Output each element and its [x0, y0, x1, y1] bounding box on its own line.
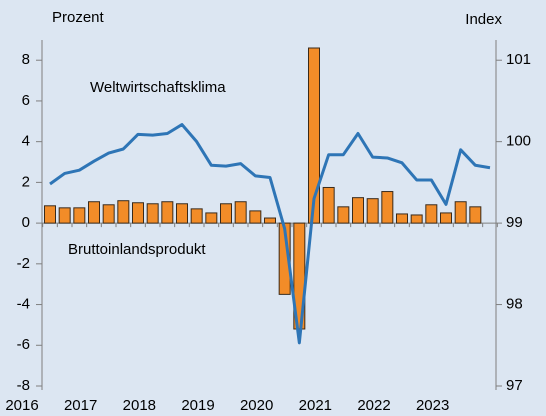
annotation: Weltwirtschaftsklima: [90, 79, 226, 96]
bar: [73, 207, 86, 224]
x-tick-label: 2023: [416, 397, 449, 414]
y-tick-label: -2: [17, 255, 30, 272]
bar: [249, 210, 262, 224]
y2-tick-label: 101: [506, 51, 531, 68]
x-tick-label: 2019: [181, 397, 214, 414]
bar: [381, 191, 394, 224]
bar: [102, 204, 115, 224]
bar: [88, 201, 100, 224]
bar: [278, 222, 291, 295]
bar: [146, 203, 159, 224]
bar: [352, 197, 364, 224]
y-tick-label: 6: [22, 92, 30, 109]
bar: [410, 214, 423, 224]
y-tick-label: -8: [17, 377, 30, 394]
annotation: Bruttoinlandsprodukt: [68, 241, 206, 258]
y2-tick-label: 98: [506, 296, 523, 313]
y-tick-label: 2: [22, 173, 30, 190]
bar: [396, 213, 408, 224]
bar: [176, 203, 188, 224]
bar: [469, 206, 482, 224]
y-tick-label: -4: [17, 296, 30, 313]
bar: [337, 206, 350, 224]
bar: [440, 212, 452, 224]
bar: [322, 186, 335, 224]
line: [49, 123, 491, 345]
y2-tick-label: 99: [506, 214, 523, 231]
y-tick-label: 0: [22, 214, 30, 231]
x-tick-label: 2020: [240, 397, 273, 414]
y2-tick-label: 100: [506, 133, 531, 150]
x-tick-label: 2018: [123, 397, 156, 414]
bar: [190, 208, 203, 224]
y-tick-label: 8: [22, 51, 30, 68]
bar: [161, 201, 174, 224]
x-tick-label: 2017: [64, 397, 97, 414]
y2-tick-label: 97: [506, 377, 523, 394]
y2-axis-label: Index: [465, 11, 502, 28]
bar: [308, 47, 320, 224]
bar: [264, 217, 276, 224]
bar: [220, 203, 232, 224]
bar: [132, 202, 144, 224]
bar: [117, 200, 130, 224]
y-axis-label: Prozent: [52, 9, 105, 26]
x-tick-label: 2016: [5, 397, 38, 414]
bar: [366, 198, 379, 224]
bar: [44, 205, 56, 224]
bar: [454, 201, 467, 224]
x-tick-label: 2021: [299, 397, 332, 414]
bar: [205, 212, 218, 224]
y-tick-label: 4: [22, 133, 30, 150]
y-tick-label: -6: [17, 336, 30, 353]
x-tick-label: 2022: [357, 397, 390, 414]
bar: [425, 204, 438, 224]
bar: [234, 201, 247, 224]
bar: [58, 207, 71, 224]
